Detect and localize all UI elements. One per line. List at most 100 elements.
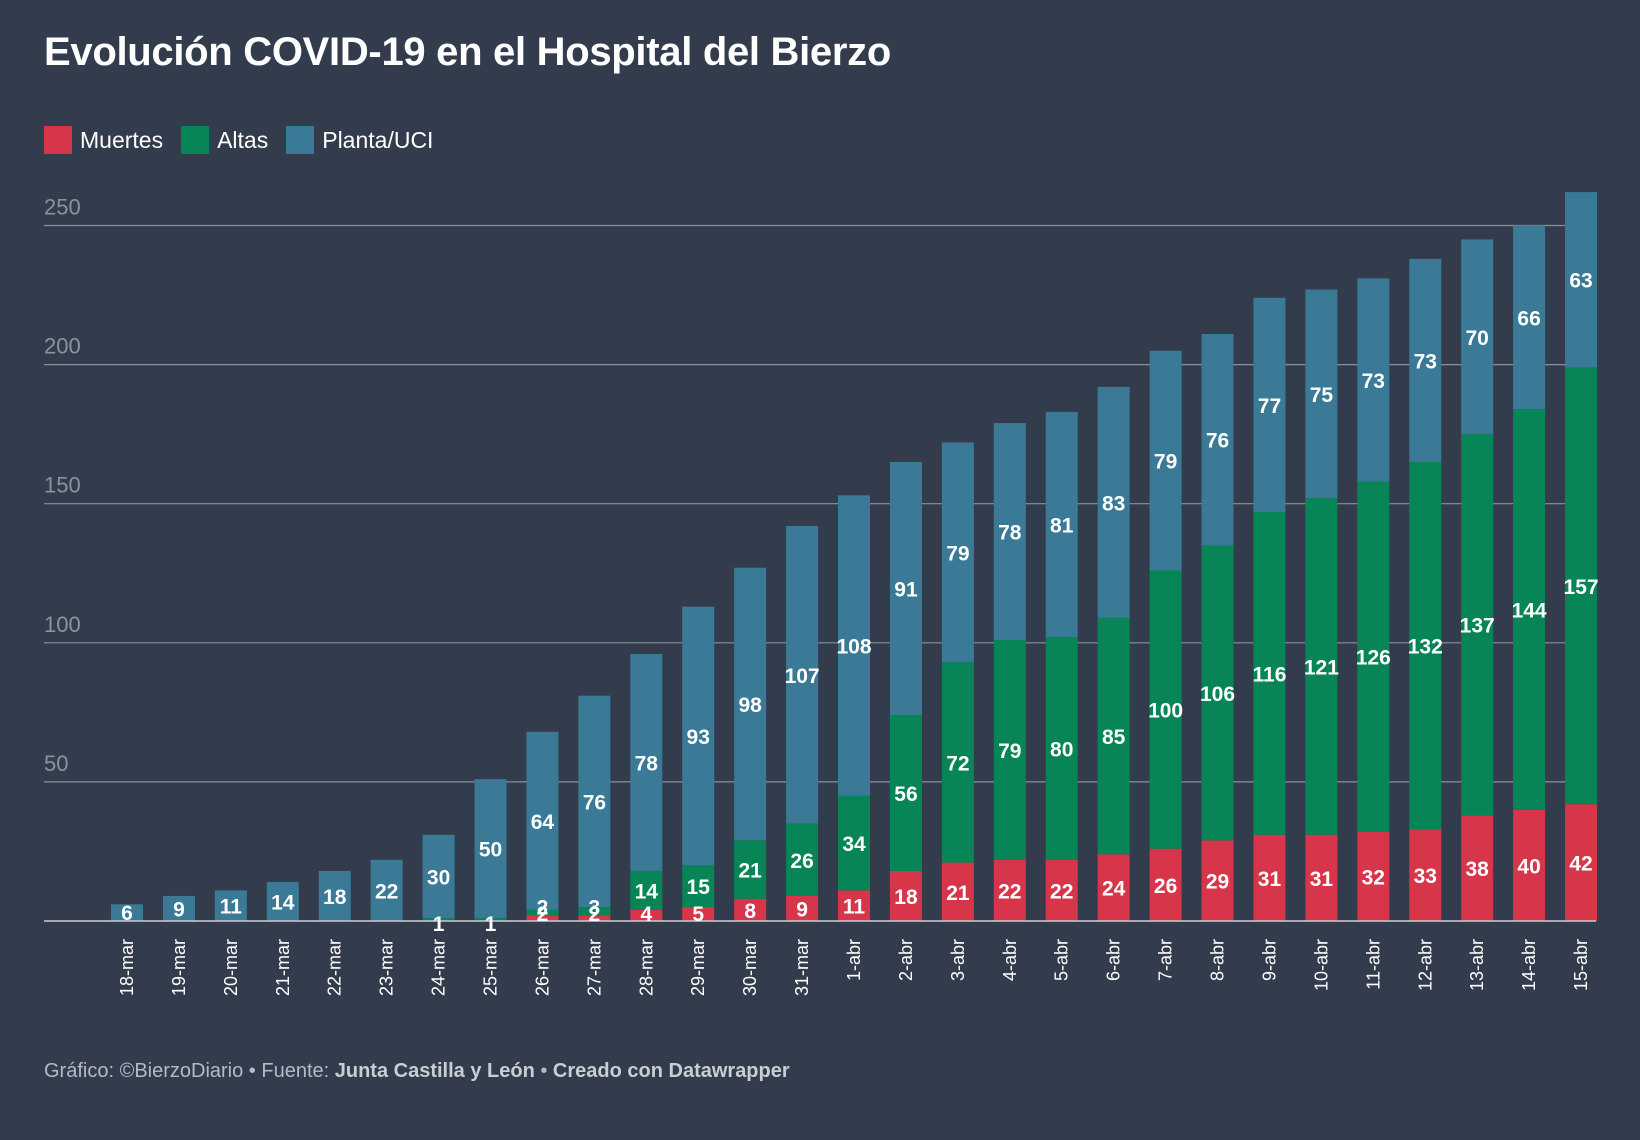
value-label-muertes-6-abr: 24 — [1102, 878, 1126, 901]
x-tick-label-22-mar: 22-mar — [325, 939, 345, 996]
bar-segment-altas-25-mar — [474, 918, 507, 921]
legend-swatch-planta — [286, 126, 315, 154]
value-label-altas-5-abr: 80 — [1050, 739, 1073, 762]
value-label-altas-27-mar: 3 — [589, 896, 601, 919]
bar-segment-planta-18-mar — [111, 904, 143, 921]
x-tick-label-29-mar: 29-mar — [688, 939, 708, 996]
value-label-muertes-14-abr: 40 — [1517, 855, 1540, 878]
value-label-altas-10-abr: 121 — [1304, 656, 1339, 679]
bar-segment-muertes-3-abr — [941, 862, 974, 921]
bar-segment-muertes-12-abr — [1409, 829, 1442, 921]
bar-segment-muertes-7-abr — [1149, 848, 1182, 921]
value-label-planta-31-mar: 107 — [785, 665, 820, 688]
bar-segment-muertes-30-mar — [734, 898, 767, 921]
x-tick-label-5-abr: 5-abr — [1052, 939, 1072, 981]
value-label-planta-30-mar: 98 — [738, 694, 762, 717]
chart-legend: Muertes Altas Planta/UCI — [44, 126, 433, 154]
bar-segment-altas-6-abr — [1097, 617, 1130, 855]
value-label-altas-3-abr: 72 — [946, 752, 969, 775]
value-label-planta-22-mar: 18 — [323, 886, 347, 909]
value-label-altas-7-abr: 100 — [1148, 700, 1183, 723]
bar-segment-altas-29-mar — [682, 865, 715, 908]
value-label-altas-8-abr: 106 — [1200, 683, 1235, 706]
bar-segment-planta-8-abr — [1201, 333, 1234, 546]
x-tick-label-28-mar: 28-mar — [636, 939, 656, 996]
value-label-planta-29-mar: 93 — [687, 726, 710, 749]
x-tick-label-12-abr: 12-abr — [1415, 939, 1435, 991]
value-label-altas-30-mar: 21 — [738, 860, 762, 883]
value-label-altas-31-mar: 26 — [790, 850, 813, 873]
value-label-planta-27-mar: 76 — [583, 791, 606, 814]
x-tick-label-30-mar: 30-mar — [740, 939, 760, 996]
bar-segment-planta-2-abr — [889, 461, 922, 716]
bar-segment-altas-3-abr — [941, 662, 974, 863]
value-label-planta-7-abr: 79 — [1154, 451, 1177, 474]
bar-segment-muertes-4-abr — [993, 859, 1026, 921]
bar-segment-planta-24-mar — [422, 834, 455, 919]
bar-segment-altas-15-abr — [1565, 367, 1598, 805]
bar-segment-planta-12-abr — [1409, 258, 1442, 462]
x-tick-label-3-abr: 3-abr — [948, 939, 968, 981]
value-label-planta-8-abr: 76 — [1206, 430, 1229, 453]
bar-segment-planta-19-mar — [162, 895, 195, 921]
x-tick-label-14-abr: 14-abr — [1519, 939, 1539, 991]
bar-segment-planta-3-abr — [941, 442, 974, 663]
bar-segment-planta-27-mar — [578, 695, 611, 908]
value-label-muertes-2-abr: 18 — [894, 886, 918, 909]
bar-segment-altas-30-mar — [734, 840, 767, 899]
legend-item-muertes: Muertes — [44, 126, 163, 154]
value-label-planta-15-abr: 63 — [1569, 270, 1592, 293]
bar-segment-altas-11-abr — [1357, 481, 1390, 832]
bar-segment-planta-23-mar — [370, 859, 403, 921]
bar-segment-planta-29-mar — [682, 606, 715, 866]
legend-label-altas: Altas — [217, 126, 269, 153]
value-label-muertes-8-abr: 29 — [1206, 871, 1229, 894]
value-label-muertes-9-abr: 31 — [1258, 868, 1282, 891]
x-tick-label-20-mar: 20-mar — [221, 939, 241, 996]
bar-segment-altas-24-mar — [422, 918, 455, 921]
value-label-planta-24-mar: 30 — [427, 866, 450, 889]
x-tick-label-1-abr: 1-abr — [844, 939, 864, 981]
bar-segment-altas-1-abr — [838, 795, 871, 891]
value-label-planta-2-abr: 91 — [894, 579, 918, 602]
x-tick-label-10-abr: 10-abr — [1311, 939, 1331, 991]
value-label-muertes-31-mar: 9 — [796, 898, 808, 921]
y-tick-label-100: 100 — [44, 612, 81, 637]
value-label-muertes-4-abr: 22 — [998, 880, 1021, 903]
x-tick-label-26-mar: 26-mar — [532, 939, 552, 996]
legend-label-planta: Planta/UCI — [322, 126, 434, 153]
value-label-muertes-10-abr: 31 — [1310, 868, 1334, 891]
x-tick-label-27-mar: 27-mar — [584, 939, 604, 996]
value-label-muertes-11-abr: 32 — [1362, 866, 1385, 889]
bar-segment-altas-7-abr — [1149, 570, 1182, 849]
value-label-muertes-5-abr: 22 — [1050, 880, 1073, 903]
value-label-planta-21-mar: 14 — [271, 892, 295, 915]
bar-segment-muertes-14-abr — [1513, 809, 1546, 921]
bar-segment-planta-5-abr — [1045, 411, 1078, 638]
x-tick-label-18-mar: 18-mar — [117, 939, 137, 996]
value-label-altas-13-abr: 137 — [1460, 615, 1495, 638]
value-label-altas-1-abr: 34 — [842, 833, 866, 856]
x-tick-label-2-abr: 2-abr — [896, 939, 916, 981]
value-label-planta-4-abr: 78 — [998, 522, 1022, 545]
value-label-planta-25-mar: 50 — [479, 839, 502, 862]
value-label-muertes-28-mar: 4 — [640, 903, 652, 926]
chart-title: Evolución COVID-19 en el Hospital del Bi… — [44, 30, 891, 74]
bar-segment-muertes-26-mar — [526, 915, 559, 921]
value-label-planta-6-abr: 83 — [1102, 492, 1125, 515]
value-label-altas-25-mar: 1 — [485, 913, 497, 936]
bar-segment-planta-11-abr — [1357, 278, 1390, 482]
x-tick-label-11-abr: 11-abr — [1363, 939, 1383, 990]
bar-segment-muertes-28-mar — [630, 909, 663, 921]
value-label-muertes-15-abr: 42 — [1569, 853, 1592, 876]
value-label-planta-9-abr: 77 — [1258, 395, 1281, 418]
bar-segment-planta-28-mar — [630, 653, 663, 871]
value-label-muertes-30-mar: 8 — [744, 900, 756, 923]
bar-segment-muertes-27-mar — [578, 915, 611, 921]
x-tick-label-21-mar: 21-mar — [273, 939, 293, 996]
value-label-muertes-12-abr: 33 — [1414, 865, 1437, 888]
footer-credit: Creado con Datawrapper — [552, 1060, 790, 1082]
bar-segment-altas-10-abr — [1305, 498, 1338, 835]
y-tick-label-250: 250 — [44, 195, 81, 220]
